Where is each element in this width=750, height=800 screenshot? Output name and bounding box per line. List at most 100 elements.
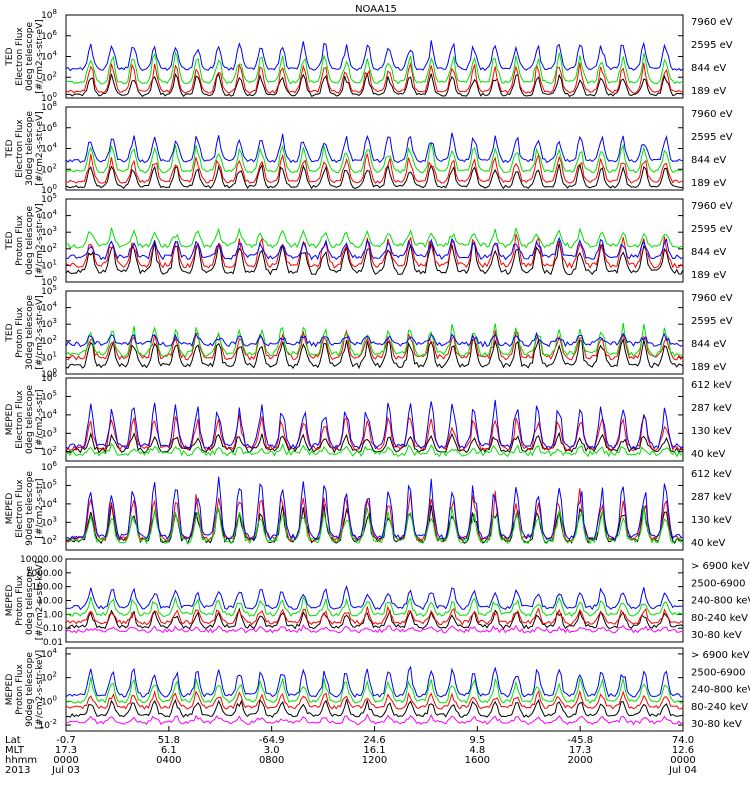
y-tick-label: 10000.00	[20, 555, 63, 565]
series-line-3	[65, 605, 684, 626]
y-axis-label-line: TED	[5, 231, 15, 250]
x-tick-mlt: 17.3	[55, 745, 77, 756]
x-tick-lat: 24.6	[363, 735, 385, 746]
y-tick-label: 0.10	[43, 624, 63, 634]
panel-frame	[65, 14, 684, 99]
y-axis-label-line: Proton Flux	[15, 664, 25, 715]
y-tick-label: 0.01	[43, 638, 63, 648]
series-line-3	[65, 226, 683, 249]
x-row-label: hhmm	[5, 755, 37, 766]
series-line-4	[65, 399, 684, 450]
y-tick-exponent: 6	[53, 460, 58, 468]
x-row-label: MLT	[5, 745, 25, 756]
y-axis-label-line: 0deg telescope	[25, 385, 35, 455]
y-axis-label-line: 30deg telescope	[25, 111, 35, 186]
x-tick-mlt: 4.8	[469, 745, 485, 756]
y-axis-label-line: Proton Flux	[15, 575, 25, 626]
legend-entry: 2595 eV	[691, 316, 733, 327]
y-axis-label-line: 0deg telescope	[25, 206, 35, 276]
legend-entry: 189 eV	[691, 362, 726, 373]
x-tick-lat: -0.7	[56, 735, 76, 746]
y-tick-exponent: 1	[53, 350, 57, 358]
x-tick-mlt: 12.6	[672, 745, 694, 756]
legend-entry: 80-240 keV	[691, 702, 748, 713]
x-tick-hhmm: 0000	[670, 755, 695, 766]
series-line-5	[65, 665, 684, 698]
series-line-2	[65, 607, 684, 630]
series-line-1	[65, 337, 684, 370]
y-axis-label-line: 0deg telescope	[25, 22, 35, 92]
y-tick-exponent: 4	[53, 209, 58, 217]
panel-frame	[65, 106, 684, 191]
legend-entry: 130 keV	[691, 426, 732, 437]
panel-7: 0.01 0.10 1.00 10.00 100.00 1000.00 10000.00 > …	[5, 555, 750, 648]
x-tick-mlt: 16.1	[363, 745, 385, 756]
x-tick-lat: 51.8	[158, 735, 180, 746]
y-axis-label-line: 90deg telescope	[25, 471, 35, 546]
series-line-4	[65, 132, 684, 164]
y-tick-exponent: 5	[53, 478, 57, 486]
y-tick-exponent: 5	[53, 284, 57, 292]
legend-entry: 7960 eV	[691, 17, 733, 28]
legend-entry: 130 keV	[691, 515, 732, 526]
panel-frame	[65, 198, 684, 283]
y-tick-exponent: 4	[53, 497, 58, 505]
legend-entry: 844 eV	[691, 63, 726, 74]
legend-entry: 80-240 keV	[691, 613, 748, 624]
x-tick-lat: -64.9	[259, 735, 285, 746]
y-tick-exponent: 5	[53, 192, 57, 200]
x-tick-mlt: 3.0	[264, 745, 280, 756]
legend-entry: 612 keV	[691, 380, 732, 391]
x-tick-hhmm: 2000	[567, 755, 592, 766]
y-axis-label-line: TED	[5, 323, 15, 342]
y-tick-label: 106	[41, 460, 57, 473]
series-line-1	[65, 240, 684, 276]
legend-entry: 7960 eV	[691, 293, 733, 304]
y-axis-label-line: TED	[5, 139, 15, 158]
legend-entry: 844 eV	[691, 247, 726, 258]
x-row-label: Lat	[5, 735, 21, 746]
series-line-2	[65, 233, 684, 269]
series-line-1	[65, 431, 684, 454]
y-tick-label: 10.00	[37, 597, 63, 607]
y-axis-label-line: 90deg telescope	[25, 652, 35, 727]
legend-entry: 40 keV	[691, 449, 725, 460]
y-tick-exponent: 6	[53, 29, 58, 37]
y-tick-exponent: 4	[53, 647, 58, 655]
x-tick-hhmm: 0400	[156, 755, 181, 766]
legend-entry: 612 keV	[691, 469, 732, 480]
y-axis-label-line: Electron Flux	[15, 390, 25, 449]
y-tick-exponent: 0	[53, 183, 57, 191]
series-line-2	[65, 698, 684, 718]
x-tick-lat: 74.0	[672, 735, 694, 746]
y-axis-label-line: [#/cm2-s-str-keV]	[35, 561, 45, 640]
series-line-3	[65, 322, 684, 358]
y-axis-label-line: [#/cm2-s-str]	[35, 478, 45, 538]
y-tick-exponent: -2	[50, 718, 57, 726]
legend-entry: 30-80 keV	[691, 630, 742, 641]
legend-entry: 40 keV	[691, 538, 725, 549]
y-tick-exponent: 2	[53, 534, 57, 542]
legend-entry: 287 keV	[691, 403, 732, 414]
y-tick-exponent: 3	[53, 317, 57, 325]
y-tick-exponent: 8	[53, 8, 57, 16]
series-line-5	[65, 585, 684, 611]
y-tick-exponent: 0	[53, 91, 57, 99]
series-line-4	[65, 331, 684, 348]
y-axis-label-line: [#/cm2-s-str-keV]	[35, 650, 45, 729]
y-tick-label: 1000.00	[26, 569, 63, 579]
y-tick-exponent: 2	[53, 162, 57, 170]
y-tick-exponent: 2	[53, 334, 57, 342]
legend-entry: 2595 eV	[691, 40, 733, 51]
y-axis-label-line: [#/cm2-s-str]	[35, 389, 45, 449]
series-line-1	[65, 72, 684, 98]
y-axis-label-line: 30deg telescope	[25, 295, 35, 370]
x-tick-mlt: 6.1	[161, 745, 177, 756]
series-line-1	[65, 623, 683, 634]
y-tick-exponent: 2	[53, 242, 57, 250]
x-tick-hhmm: 1600	[465, 755, 490, 766]
